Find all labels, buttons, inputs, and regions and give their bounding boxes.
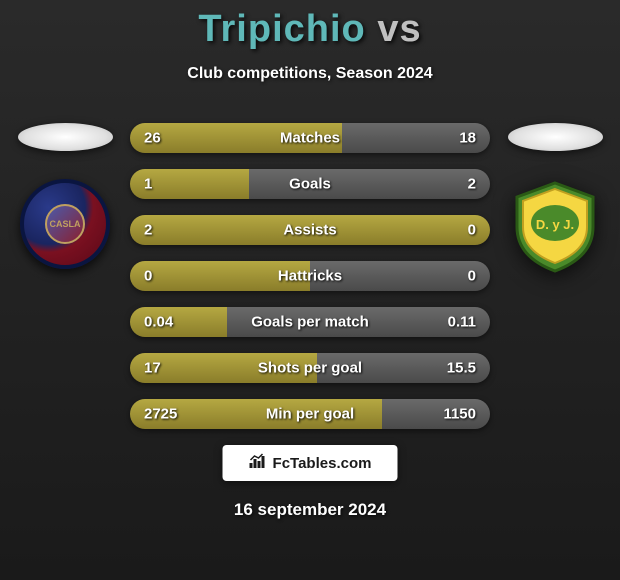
stat-row: 17 15.5 Shots per goal <box>130 353 490 383</box>
club-badge-left: CASLA <box>20 179 110 269</box>
stat-row: 26 18 Matches <box>130 123 490 153</box>
comparison-content: CASLA D. y J. 26 18 Matches 1 2 Goals 2 0 Assist… <box>0 123 620 463</box>
stat-label: Assists <box>283 222 336 239</box>
stat-row: 2 0 Assists <box>130 215 490 245</box>
stat-row: 2725 1150 Min per goal <box>130 399 490 429</box>
brand-text: FcTables.com <box>273 455 372 472</box>
stat-value-left: 2 <box>144 222 152 239</box>
footer-date: 16 september 2024 <box>234 500 386 520</box>
stat-label: Shots per goal <box>258 360 362 377</box>
stat-value-left: 0.04 <box>144 314 173 331</box>
stat-value-left: 1 <box>144 176 152 193</box>
club-left-container: CASLA <box>10 123 120 269</box>
season-subtitle: Club competitions, Season 2024 <box>0 65 620 83</box>
vs-label: vs <box>377 8 421 50</box>
brand-badge[interactable]: FcTables.com <box>223 445 398 481</box>
stat-label: Hattricks <box>278 268 342 285</box>
stat-bar-right <box>249 169 490 199</box>
club-badge-right: D. y J. <box>507 179 603 275</box>
stat-value-left: 2725 <box>144 406 177 423</box>
defensa-badge-text: D. y J. <box>536 217 574 232</box>
stat-value-right: 0 <box>468 222 476 239</box>
player-silhouette-left <box>18 123 113 151</box>
sanlorenzo-badge-inner: CASLA <box>45 204 85 244</box>
stat-value-right: 15.5 <box>447 360 476 377</box>
comparison-title: Tripichio vs <box>0 0 620 51</box>
stat-value-left: 17 <box>144 360 161 377</box>
player-silhouette-right <box>508 123 603 151</box>
stat-row: 0 0 Hattricks <box>130 261 490 291</box>
stat-row: 1 2 Goals <box>130 169 490 199</box>
sanlorenzo-badge-icon: CASLA <box>20 179 110 269</box>
stat-label: Min per goal <box>266 406 354 423</box>
stat-value-right: 2 <box>468 176 476 193</box>
stat-label: Matches <box>280 130 340 147</box>
stat-value-right: 1150 <box>443 406 476 423</box>
stat-value-left: 26 <box>144 130 161 147</box>
stat-label: Goals <box>289 176 331 193</box>
player1-name: Tripichio <box>198 8 365 50</box>
stat-value-right: 0.11 <box>448 314 476 331</box>
stat-value-right: 18 <box>459 130 476 147</box>
stat-value-right: 0 <box>468 268 476 285</box>
stats-table: 26 18 Matches 1 2 Goals 2 0 Assists 0 0 Hattricks 0.… <box>130 123 490 445</box>
stat-label: Goals per match <box>251 314 369 331</box>
chart-icon <box>249 453 267 474</box>
defensa-badge-icon: D. y J. <box>507 179 603 275</box>
club-right-container: D. y J. <box>500 123 610 275</box>
stat-value-left: 0 <box>144 268 152 285</box>
stat-row: 0.04 0.11 Goals per match <box>130 307 490 337</box>
